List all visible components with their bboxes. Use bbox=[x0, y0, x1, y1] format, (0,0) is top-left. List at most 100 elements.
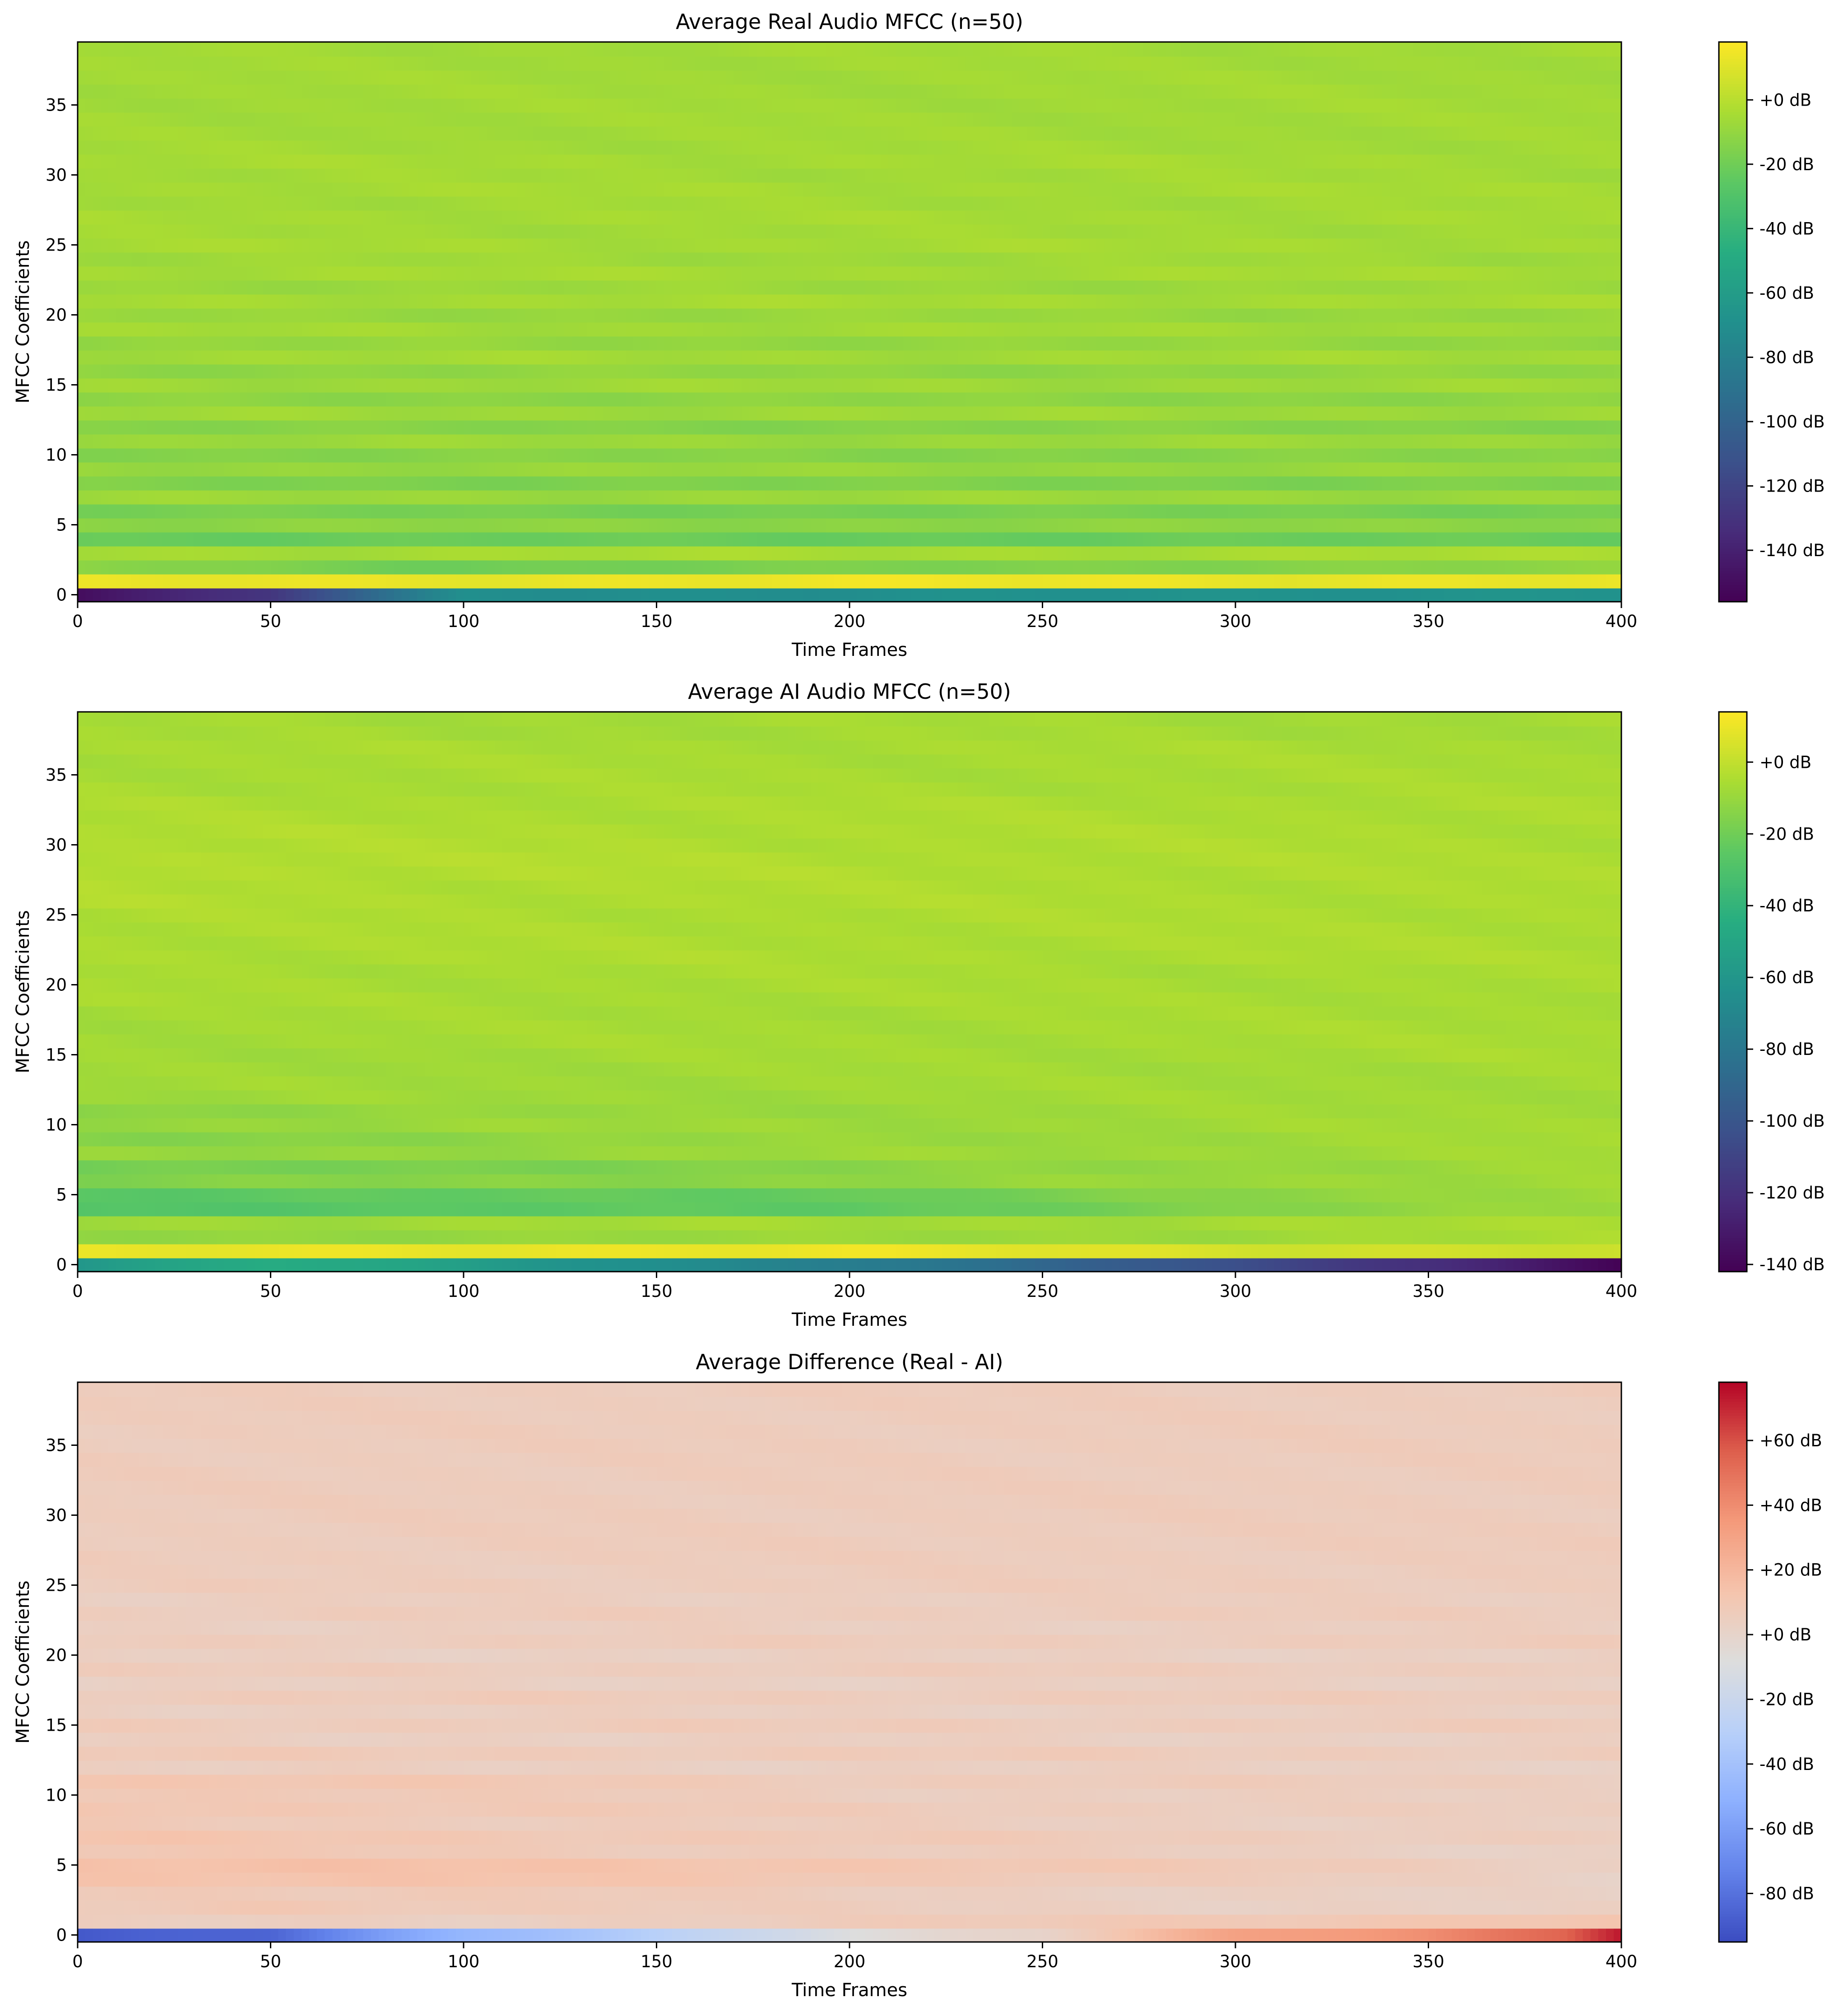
heatmap-cell bbox=[656, 378, 665, 393]
heatmap-cell bbox=[780, 420, 788, 435]
heatmap-cell bbox=[1475, 280, 1483, 295]
heatmap-cell bbox=[1166, 252, 1174, 267]
heatmap-cell bbox=[494, 406, 502, 421]
heatmap-cell bbox=[394, 420, 402, 435]
heatmap-cell bbox=[1552, 434, 1560, 449]
heatmap-cell bbox=[1575, 280, 1583, 295]
heatmap-cell bbox=[1004, 448, 1012, 463]
heatmap-cell bbox=[517, 350, 526, 365]
heatmap-cell bbox=[1042, 518, 1051, 533]
heatmap-cell bbox=[1104, 560, 1112, 575]
heatmap-cell bbox=[378, 392, 387, 407]
heatmap-cell bbox=[1212, 588, 1221, 602]
heatmap-cell bbox=[1336, 504, 1344, 519]
heatmap-cell bbox=[1112, 490, 1120, 505]
heatmap-cell bbox=[131, 266, 140, 281]
heatmap-cell bbox=[355, 448, 364, 463]
heatmap-cell bbox=[1227, 322, 1236, 337]
heatmap-cell bbox=[641, 504, 649, 519]
heatmap-cell bbox=[510, 392, 518, 407]
heatmap-cell bbox=[1089, 392, 1097, 407]
heatmap-cell bbox=[826, 490, 835, 505]
heatmap-cell bbox=[78, 294, 86, 309]
heatmap-cell bbox=[1042, 588, 1051, 602]
heatmap-cell bbox=[371, 476, 379, 491]
heatmap-cell bbox=[649, 588, 657, 602]
heatmap-cell bbox=[610, 546, 618, 561]
heatmap-cell bbox=[1012, 588, 1020, 602]
heatmap-cell bbox=[332, 560, 340, 575]
heatmap-cell bbox=[355, 308, 364, 323]
heatmap-cell bbox=[1498, 420, 1506, 435]
heatmap-cell bbox=[1058, 420, 1066, 435]
heatmap-cell bbox=[494, 476, 502, 491]
heatmap-cell bbox=[494, 462, 502, 477]
heatmap-cell bbox=[1567, 420, 1575, 435]
heatmap-cell bbox=[1266, 448, 1274, 463]
heatmap-cell bbox=[216, 532, 225, 547]
heatmap-cell bbox=[834, 378, 842, 393]
heatmap-cell bbox=[378, 336, 387, 351]
heatmap-cell bbox=[1498, 574, 1506, 589]
heatmap-cell bbox=[710, 588, 719, 602]
heatmap-cell bbox=[1560, 406, 1568, 421]
heatmap-cell bbox=[525, 364, 534, 379]
heatmap-cell bbox=[1359, 266, 1367, 281]
heatmap-cell bbox=[687, 448, 696, 463]
heatmap-cell bbox=[571, 532, 580, 547]
heatmap-cell bbox=[1490, 434, 1498, 449]
heatmap-cell bbox=[594, 462, 603, 477]
heatmap-cell bbox=[386, 420, 395, 435]
heatmap-cell bbox=[378, 504, 387, 519]
heatmap-cell bbox=[1204, 434, 1213, 449]
heatmap-cell bbox=[888, 336, 896, 351]
heatmap-cell bbox=[101, 364, 109, 379]
heatmap-cell bbox=[348, 420, 356, 435]
heatmap-cell bbox=[108, 364, 116, 379]
heatmap-cell bbox=[973, 252, 981, 267]
heatmap-cell bbox=[1397, 560, 1406, 575]
heatmap-cell bbox=[1366, 434, 1375, 449]
heatmap-cell bbox=[378, 448, 387, 463]
heatmap-cell bbox=[873, 308, 881, 323]
heatmap-cell bbox=[1235, 476, 1244, 491]
heatmap-cell bbox=[880, 378, 888, 393]
heatmap-cell bbox=[934, 518, 942, 533]
heatmap-cell bbox=[1459, 476, 1467, 491]
heatmap-cell bbox=[1174, 322, 1182, 337]
heatmap-cell bbox=[618, 350, 626, 365]
heatmap-cell bbox=[332, 322, 340, 337]
heatmap-cell bbox=[641, 490, 649, 505]
heatmap-cell bbox=[186, 336, 194, 351]
heatmap-cell bbox=[934, 574, 942, 589]
heatmap-cell bbox=[155, 518, 163, 533]
heatmap-cell bbox=[1019, 420, 1027, 435]
heatmap-cell bbox=[710, 434, 719, 449]
heatmap-cell bbox=[896, 476, 904, 491]
heatmap-cell bbox=[286, 378, 294, 393]
heatmap-cell bbox=[224, 406, 232, 421]
heatmap-cell bbox=[1050, 476, 1058, 491]
heatmap-cell bbox=[865, 476, 873, 491]
heatmap-cell bbox=[1104, 490, 1112, 505]
heatmap-cell bbox=[440, 280, 449, 295]
heatmap-cell bbox=[1521, 392, 1529, 407]
heatmap-cell bbox=[795, 518, 803, 533]
heatmap-cell bbox=[502, 448, 511, 463]
heatmap-cell bbox=[178, 308, 186, 323]
heatmap-cell bbox=[332, 350, 340, 365]
heatmap-cell bbox=[880, 392, 888, 407]
heatmap-cell bbox=[618, 336, 626, 351]
heatmap-cell bbox=[286, 294, 294, 309]
heatmap-cell bbox=[1304, 532, 1313, 547]
heatmap-cell bbox=[664, 490, 673, 505]
heatmap-cell bbox=[772, 294, 780, 309]
heatmap-cell bbox=[240, 280, 248, 295]
heatmap-cell bbox=[888, 280, 896, 295]
heatmap-cell bbox=[1382, 588, 1390, 602]
heatmap-cell bbox=[1413, 378, 1421, 393]
heatmap-cell bbox=[193, 490, 202, 505]
heatmap-cell bbox=[533, 588, 541, 602]
heatmap-cell bbox=[432, 392, 441, 407]
heatmap-cell bbox=[1544, 294, 1552, 309]
